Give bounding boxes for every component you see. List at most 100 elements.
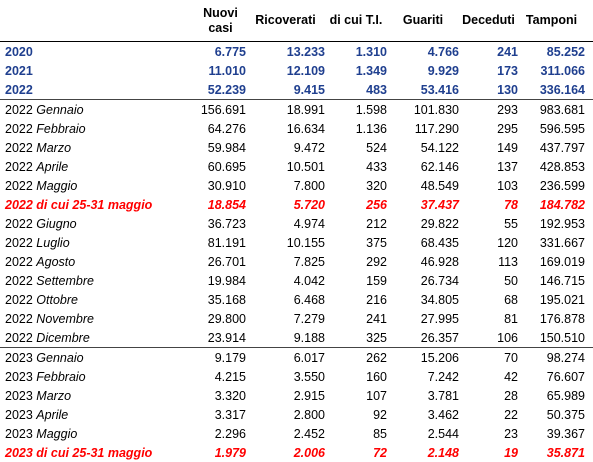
value-cell: 1.598 xyxy=(325,100,387,120)
value-cell: 169.019 xyxy=(518,252,593,271)
value-cell: 10.501 xyxy=(246,157,325,176)
period: Febbraio xyxy=(36,370,85,384)
value-cell: 2.006 xyxy=(246,443,325,462)
value-cell: 331.667 xyxy=(518,233,593,252)
value-cell: 19 xyxy=(459,443,518,462)
row-label: 2023 Marzo xyxy=(0,386,195,405)
value-cell: 92 xyxy=(325,405,387,424)
value-cell: 483 xyxy=(325,80,387,100)
value-cell: 156.691 xyxy=(195,100,246,120)
period: Novembre xyxy=(36,312,94,326)
row-label: 2022 xyxy=(0,80,195,100)
value-cell: 13.233 xyxy=(246,42,325,62)
value-cell: 35.871 xyxy=(518,443,593,462)
value-cell: 101.830 xyxy=(387,100,459,120)
row-label: 2022 Luglio xyxy=(0,233,195,252)
column-header: Tamponi xyxy=(518,0,593,42)
value-cell: 3.462 xyxy=(387,405,459,424)
value-cell: 3.550 xyxy=(246,367,325,386)
value-cell: 236.599 xyxy=(518,176,593,195)
value-cell: 6.775 xyxy=(195,42,246,62)
value-cell: 120 xyxy=(459,233,518,252)
value-cell: 39.367 xyxy=(518,424,593,443)
value-cell: 292 xyxy=(325,252,387,271)
value-cell: 106 xyxy=(459,328,518,348)
value-cell: 81 xyxy=(459,309,518,328)
value-cell: 2.544 xyxy=(387,424,459,443)
value-cell: 7.242 xyxy=(387,367,459,386)
year: 2022 xyxy=(5,255,33,269)
period: Ottobre xyxy=(36,293,78,307)
value-cell: 4.766 xyxy=(387,42,459,62)
value-cell: 295 xyxy=(459,119,518,138)
value-cell: 433 xyxy=(325,157,387,176)
value-cell: 176.878 xyxy=(518,309,593,328)
value-cell: 85 xyxy=(325,424,387,443)
period: Dicembre xyxy=(36,331,90,345)
value-cell: 68.435 xyxy=(387,233,459,252)
year: 2022 xyxy=(5,179,33,193)
period: di cui 25-31 maggio xyxy=(36,198,152,212)
value-cell: 34.805 xyxy=(387,290,459,309)
value-cell: 3.320 xyxy=(195,386,246,405)
value-cell: 130 xyxy=(459,80,518,100)
value-cell: 7.279 xyxy=(246,309,325,328)
value-cell: 85.252 xyxy=(518,42,593,62)
year: 2020 xyxy=(5,45,33,59)
period: Agosto xyxy=(36,255,75,269)
value-cell: 65.989 xyxy=(518,386,593,405)
row-label: 2022 Febbraio xyxy=(0,119,195,138)
value-cell: 68 xyxy=(459,290,518,309)
row-label: 2022 Gennaio xyxy=(0,100,195,120)
value-cell: 46.928 xyxy=(387,252,459,271)
value-cell: 54.122 xyxy=(387,138,459,157)
row-label: 2021 xyxy=(0,61,195,80)
value-cell: 2.296 xyxy=(195,424,246,443)
value-cell: 117.290 xyxy=(387,119,459,138)
year: 2022 xyxy=(5,160,33,174)
value-cell: 9.188 xyxy=(246,328,325,348)
row-label: 2022 Ottobre xyxy=(0,290,195,309)
value-cell: 293 xyxy=(459,100,518,120)
value-cell: 37.437 xyxy=(387,195,459,214)
value-cell: 27.995 xyxy=(387,309,459,328)
value-cell: 53.416 xyxy=(387,80,459,100)
value-cell: 195.021 xyxy=(518,290,593,309)
value-cell: 64.276 xyxy=(195,119,246,138)
value-cell: 103 xyxy=(459,176,518,195)
value-cell: 59.984 xyxy=(195,138,246,157)
value-cell: 3.317 xyxy=(195,405,246,424)
value-cell: 184.782 xyxy=(518,195,593,214)
value-cell: 9.179 xyxy=(195,348,246,368)
value-cell: 26.357 xyxy=(387,328,459,348)
period: Febbraio xyxy=(36,122,85,136)
value-cell: 1.310 xyxy=(325,42,387,62)
row-label: 2023 Gennaio xyxy=(0,348,195,368)
period: Luglio xyxy=(36,236,69,250)
year: 2023 xyxy=(5,370,33,384)
period: Marzo xyxy=(36,389,71,403)
value-cell: 62.146 xyxy=(387,157,459,176)
value-cell: 4.215 xyxy=(195,367,246,386)
value-cell: 2.452 xyxy=(246,424,325,443)
value-cell: 437.797 xyxy=(518,138,593,157)
year: 2023 xyxy=(5,427,33,441)
value-cell: 22 xyxy=(459,405,518,424)
year: 2022 xyxy=(5,331,33,345)
row-label: 2023 Aprile xyxy=(0,405,195,424)
value-cell: 4.042 xyxy=(246,271,325,290)
value-cell: 192.953 xyxy=(518,214,593,233)
value-cell: 107 xyxy=(325,386,387,405)
value-cell: 336.164 xyxy=(518,80,593,100)
period: Giugno xyxy=(36,217,76,231)
value-cell: 241 xyxy=(459,42,518,62)
row-label: 2022 Marzo xyxy=(0,138,195,157)
year: 2023 xyxy=(5,351,33,365)
